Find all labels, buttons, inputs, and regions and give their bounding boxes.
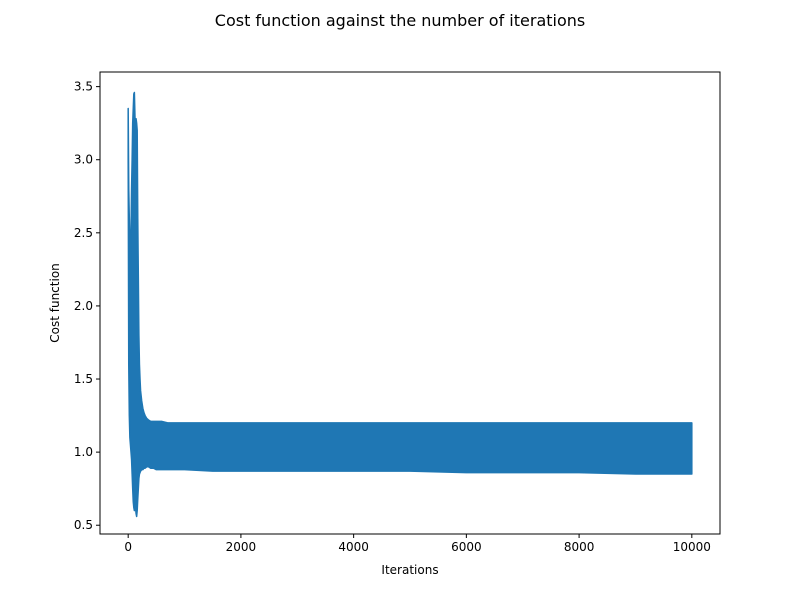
y-axis: 0.5 1.0 1.5 2.0 2.5 3.0 3.5: [74, 80, 100, 532]
series-line-cost: [127, 91, 693, 518]
axes-frame: [99, 71, 721, 535]
x-tick-label: 6000: [451, 540, 482, 554]
chart-title: Cost function against the number of iter…: [215, 11, 585, 30]
x-axis: 0 2000 4000 6000 8000 10000: [124, 534, 711, 554]
y-tick-label: 2.5: [74, 226, 93, 240]
x-axis-label: Iterations: [381, 563, 438, 577]
plot-area: [127, 91, 693, 518]
y-tick-label: 3.0: [74, 153, 93, 167]
y-tick-label: 1.5: [74, 372, 93, 386]
x-tick-label: 8000: [564, 540, 595, 554]
x-tick-label: 10000: [673, 540, 711, 554]
y-tick-label: 1.0: [74, 445, 93, 459]
y-tick-label: 3.5: [74, 80, 93, 94]
x-tick-label: 2000: [226, 540, 257, 554]
x-tick-label: 0: [124, 540, 132, 554]
y-axis-label: Cost function: [48, 263, 62, 343]
y-tick-label: 0.5: [74, 518, 93, 532]
x-tick-label: 4000: [338, 540, 369, 554]
y-tick-label: 2.0: [74, 299, 93, 313]
